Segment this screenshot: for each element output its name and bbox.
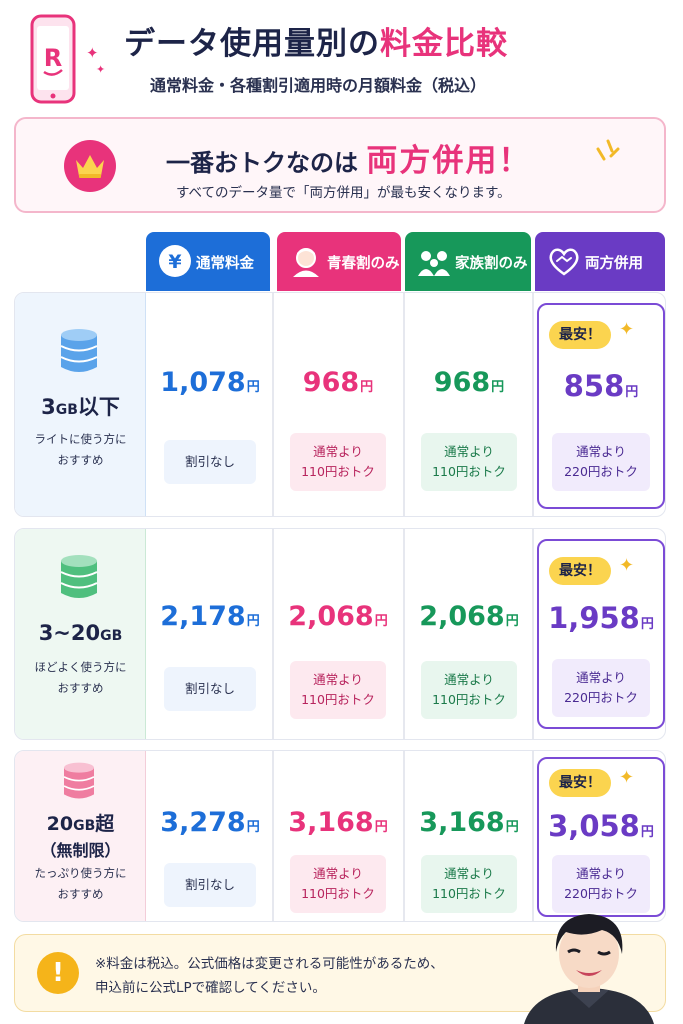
discount-note-normal: 割引なし — [164, 863, 256, 907]
database-icon — [63, 762, 95, 799]
data-amount: 3~20GB — [38, 621, 123, 645]
plan-row-3-20gb: 3~20GB ほどよく使う方に おすすめ 2,178円 割引なし 2,068円 通… — [14, 528, 666, 740]
best-price-box: 最安！ ✦ 1,958円 通常より 220円おトク — [537, 539, 665, 729]
discount-note-normal: 割引なし — [164, 440, 256, 484]
row-description: たっぷり使う方に おすすめ — [34, 866, 127, 901]
database-icon — [60, 329, 98, 372]
price-both: 1,958円 — [548, 601, 654, 635]
price-youth: 968円 — [302, 367, 374, 398]
row-label: 3~20GB ほどよく使う方に おすすめ — [15, 529, 146, 739]
best-price-box: 最安！ ✦ 3,058円 通常より 220円おトク — [537, 757, 665, 917]
sparkle-icon: ✦ — [619, 319, 635, 340]
column-divider — [272, 293, 274, 516]
data-amount-note: （無制限） — [40, 841, 121, 860]
discount-note-youth: 通常より 110円おトク — [290, 433, 386, 491]
column-divider — [403, 529, 405, 739]
discount-note-youth: 通常より 110円おトク — [290, 855, 386, 913]
yen-icon: ¥ — [159, 245, 191, 277]
cheapest-badge: 最安！ — [549, 321, 611, 349]
price-youth: 2,068円 — [288, 601, 388, 632]
discount-note-both: 通常より 220円おトク — [552, 855, 650, 913]
column-divider — [272, 751, 274, 921]
column-header-family: 家族割のみ — [405, 232, 531, 291]
banner-heading: 一番おトクなのは 両方併用！ — [166, 143, 532, 179]
header: R ✦ ✦ データ使用量別の料金比較 通常料金・各種割引適用時の月額料金（税込） — [0, 0, 683, 110]
banner-highlight: 両方併用！ — [366, 143, 532, 179]
column-divider — [532, 529, 534, 739]
discount-note-normal: 割引なし — [164, 667, 256, 711]
plan-row-3gb: 3GB以下 ライトに使う方に おすすめ 1,078円 割引なし 968円 通常より… — [14, 292, 666, 517]
price-family: 3,168円 — [419, 807, 519, 838]
column-header-normal: ¥ 通常料金 — [146, 232, 270, 291]
column-divider — [272, 529, 274, 739]
discount-note-youth: 通常より 110円おトク — [290, 661, 386, 719]
cheapest-badge: 最安！ — [549, 557, 611, 585]
page-title: データ使用量別の料金比較 — [124, 26, 508, 62]
column-header-both: 両方併用 — [535, 232, 665, 291]
crown-icon — [64, 140, 116, 192]
sparkle-icon: ✦ — [86, 44, 99, 62]
column-divider — [403, 293, 405, 516]
price-youth: 3,168円 — [288, 807, 388, 838]
discount-note-family: 通常より 110円おトク — [421, 855, 517, 913]
price-both: 3,058円 — [548, 809, 654, 843]
discount-note-family: 通常より 110円おトク — [421, 661, 517, 719]
column-divider — [403, 751, 405, 921]
exclamation-icon: ! — [37, 952, 79, 994]
page-subtitle: 通常料金・各種割引適用時の月額料金（税込） — [150, 76, 487, 95]
svg-text:¥: ¥ — [168, 251, 181, 273]
column-divider — [532, 293, 534, 516]
young-person-icon — [293, 248, 319, 277]
sparkle-icon: ✦ — [619, 767, 635, 788]
column-label: 家族割のみ — [455, 256, 528, 272]
plan-row-20gb-plus: 20GB超 （無制限） たっぷり使う方に おすすめ 3,278円 割引なし 3,1… — [14, 750, 666, 922]
price-both: 858円 — [563, 369, 639, 403]
price-family: 2,068円 — [419, 601, 519, 632]
burst-icon — [596, 139, 620, 161]
best-price-box: 最安！ ✦ 858円 通常より 220円おトク — [537, 303, 665, 509]
column-label: 両方併用 — [585, 256, 643, 272]
mascot-illustration — [524, 914, 654, 1024]
sparkle-icon: ✦ — [619, 555, 635, 576]
title-accent: 料金比較 — [380, 26, 508, 62]
row-label: 3GB以下 ライトに使う方に おすすめ — [15, 293, 146, 516]
cheapest-badge: 最安！ — [549, 769, 611, 797]
price-normal: 2,178円 — [160, 601, 260, 632]
data-amount: 3GB以下 — [41, 395, 120, 419]
disclaimer-text: ※料金は税込。公式価格は変更される可能性があるため、 申込前に公式LPで確認して… — [95, 956, 444, 996]
column-header-youth: 青春割のみ — [277, 232, 401, 291]
sparkle-icon: ✦ — [96, 63, 106, 76]
row-description: ライトに使う方に おすすめ — [34, 432, 127, 467]
price-normal: 1,078円 — [160, 367, 260, 398]
recommendation-banner: 一番おトクなのは 両方併用！ すべてのデータ量で「両方併用」が最も安くなります。 — [14, 117, 666, 213]
data-amount: 20GB超 — [46, 813, 115, 835]
heart-handshake-icon — [549, 248, 579, 276]
price-normal: 3,278円 — [160, 807, 260, 838]
column-label: 通常料金 — [196, 256, 254, 272]
banner-note: すべてのデータ量で「両方併用」が最も安くなります。 — [176, 185, 511, 201]
database-icon — [60, 555, 98, 598]
discount-note-family: 通常より 110円おトク — [421, 433, 517, 491]
family-icon — [418, 251, 450, 276]
price-family: 968円 — [433, 367, 505, 398]
discount-note-both: 通常より 220円おトク — [552, 433, 650, 491]
row-label: 20GB超 （無制限） たっぷり使う方に おすすめ — [15, 751, 146, 921]
row-description: ほどよく使う方に おすすめ — [34, 660, 127, 695]
logo-letter: R — [44, 44, 62, 72]
phone-icon: R — [30, 14, 76, 104]
column-divider — [532, 751, 534, 921]
column-label: 青春割のみ — [327, 256, 400, 272]
disclaimer-box: ! ※料金は税込。公式価格は変更される可能性があるため、 申込前に公式LPで確認… — [14, 934, 666, 1012]
discount-note-both: 通常より 220円おトク — [552, 659, 650, 717]
